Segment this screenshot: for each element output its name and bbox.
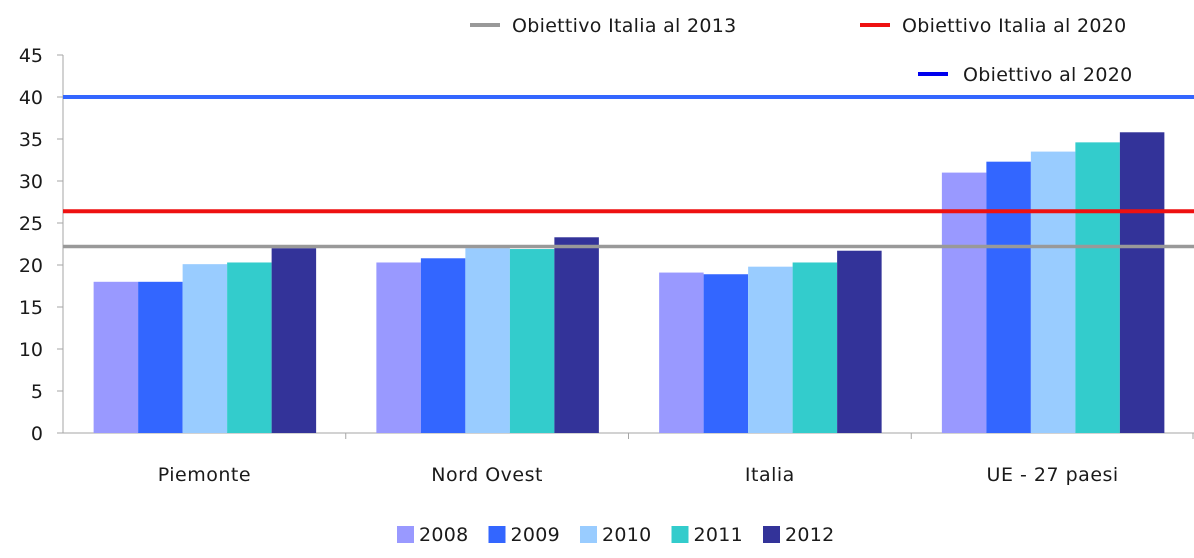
legend-swatch-2008: [397, 526, 414, 543]
y-tick-label: 35: [19, 129, 43, 151]
legend-label: Obiettivo Italia al 2020: [902, 15, 1127, 37]
reference-lines-group: [63, 95, 1194, 249]
bar-2012-ue-27-paesi: [1119, 132, 1165, 433]
bar-2008-piemonte: [93, 281, 139, 433]
bar-2008-ue-27-paesi: [941, 172, 987, 433]
legend-label: Obiettivo al 2020: [963, 64, 1133, 86]
y-tick-label: 30: [19, 171, 43, 193]
reference-legend: Obiettivo Italia al 2013 Obiettivo Italia…: [470, 15, 1133, 86]
y-tick-label: 5: [31, 381, 43, 403]
x-category-label: UE - 27 paesi: [987, 464, 1119, 486]
bar-2010-nord-ovest: [465, 248, 510, 433]
bar-2008-nord-ovest: [376, 262, 421, 433]
bar-2008-italia: [659, 272, 704, 433]
bar-2012-piemonte: [271, 248, 317, 433]
bar-2012-italia: [837, 250, 882, 433]
x-category-label: Italia: [745, 464, 795, 486]
legend-label: Obiettivo Italia al 2013: [512, 15, 737, 37]
y-tick-labels-group: 0 5 10 15 20 25 30 35 40 45: [19, 45, 43, 445]
y-tick-label: 0: [31, 423, 43, 445]
y-tick-label: 45: [19, 45, 43, 67]
legend-swatch-2012: [763, 526, 780, 543]
bar-2011-nord-ovest: [509, 249, 555, 433]
bar-2010-ue-27-paesi: [1030, 151, 1076, 433]
legend-label: 2012: [785, 524, 835, 546]
y-tick-label: 40: [19, 87, 43, 109]
series-legend: 2008 2009 2010 2011 2012: [397, 524, 835, 546]
legend-label: 2011: [694, 524, 744, 546]
x-category-labels-group: Piemonte Nord Ovest Italia UE - 27 paesi: [158, 464, 1119, 486]
legend-label: 2010: [602, 524, 652, 546]
bar-2009-nord-ovest: [420, 258, 466, 433]
y-tick-label: 20: [19, 255, 43, 277]
y-tick-label: 15: [19, 297, 43, 319]
y-tick-label: 10: [19, 339, 43, 361]
bar-2010-piemonte: [182, 264, 228, 433]
bar-2011-italia: [792, 262, 838, 433]
legend-swatch-2010: [580, 526, 597, 543]
bar-2010-italia: [748, 266, 793, 433]
legend-label: 2009: [511, 524, 561, 546]
bars-group: [93, 132, 1165, 434]
x-category-label: Nord Ovest: [431, 464, 543, 486]
bar-2009-italia: [703, 274, 749, 433]
legend-swatch-2009: [488, 526, 506, 543]
y-tick-label: 25: [19, 213, 43, 235]
x-category-label: Piemonte: [158, 464, 251, 486]
bar-2011-ue-27-paesi: [1075, 142, 1120, 434]
bar-2012-nord-ovest: [554, 237, 599, 433]
legend-label: 2008: [419, 524, 469, 546]
bar-2009-ue-27-paesi: [986, 161, 1031, 433]
bar-2011-piemonte: [227, 262, 272, 433]
legend-swatch-2011: [671, 526, 689, 543]
bar-2009-piemonte: [138, 281, 183, 433]
